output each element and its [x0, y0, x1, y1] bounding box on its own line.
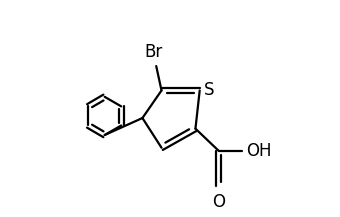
Text: OH: OH [246, 142, 272, 160]
Text: O: O [212, 193, 225, 211]
Text: Br: Br [144, 43, 162, 61]
Text: S: S [204, 81, 214, 99]
